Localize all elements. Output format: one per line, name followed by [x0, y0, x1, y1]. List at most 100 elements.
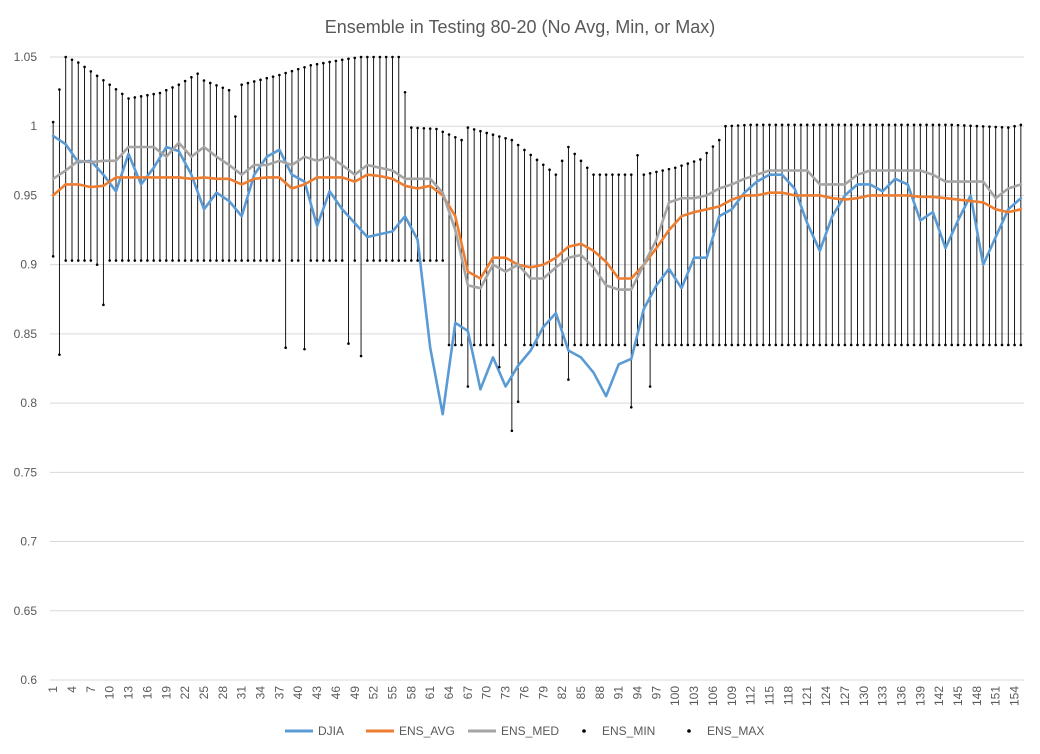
- min-marker: [177, 259, 181, 262]
- min-marker: [975, 343, 979, 347]
- min-marker: [1000, 343, 1004, 347]
- x-tick-label: 115: [763, 686, 777, 705]
- min-marker: [127, 259, 130, 262]
- legend: DJIA ENS_AVG ENS_MED ENS_MIN ENS_MAX: [285, 724, 764, 738]
- min-marker: [410, 259, 413, 262]
- x-tick-label: 127: [838, 686, 852, 706]
- max-marker: [648, 171, 652, 175]
- min-marker: [868, 343, 872, 347]
- max-marker: [510, 138, 514, 142]
- min-marker: [849, 343, 853, 347]
- max-marker: [944, 123, 947, 127]
- min-max-whiskers: [52, 57, 1022, 431]
- min-marker: [812, 343, 815, 347]
- max-marker: [372, 55, 375, 59]
- min-marker: [83, 259, 86, 262]
- max-marker: [963, 124, 966, 127]
- min-marker: [912, 343, 916, 347]
- x-tick-label: 82: [555, 686, 569, 700]
- max-marker: [234, 115, 237, 118]
- min-marker: [485, 343, 489, 347]
- max-marker: [322, 61, 325, 65]
- min-marker: [215, 259, 218, 262]
- legend-marker-ens-max: [687, 729, 691, 733]
- min-marker: [296, 259, 300, 262]
- legend-label-djia: DJIA: [318, 724, 344, 738]
- max-marker: [221, 86, 225, 90]
- min-marker: [1006, 343, 1010, 347]
- min-marker: [1013, 343, 1016, 347]
- min-marker: [171, 259, 174, 262]
- max-marker: [485, 131, 489, 135]
- min-marker: [353, 259, 357, 262]
- min-marker: [284, 346, 287, 350]
- max-marker: [334, 59, 338, 63]
- min-marker: [454, 343, 457, 347]
- max-marker: [64, 55, 68, 59]
- min-marker: [441, 259, 445, 262]
- max-marker: [598, 173, 602, 176]
- min-marker: [359, 354, 363, 358]
- max-marker: [749, 123, 752, 127]
- x-tick-label: 103: [687, 686, 701, 706]
- min-marker: [963, 343, 966, 347]
- min-marker: [585, 343, 589, 347]
- min-marker: [724, 343, 727, 347]
- max-marker: [931, 123, 935, 127]
- max-marker: [805, 123, 809, 127]
- min-marker: [717, 343, 721, 347]
- min-marker: [384, 259, 388, 262]
- max-marker: [837, 123, 840, 127]
- min-marker: [567, 378, 570, 381]
- chart-title: Ensemble in Testing 80-20 (No Avg, Min, …: [325, 17, 716, 37]
- max-marker: [504, 136, 507, 140]
- x-tick-label: 55: [385, 686, 399, 700]
- max-marker: [328, 60, 331, 64]
- y-tick-label: 0.6: [20, 673, 37, 687]
- max-marker: [227, 88, 231, 92]
- max-marker: [604, 173, 608, 176]
- max-marker: [1006, 126, 1010, 129]
- min-marker: [259, 259, 262, 262]
- max-marker: [912, 123, 916, 127]
- x-axis-ticks: 1 4 7 10 13 16 19 22 25 28 31 34 37 40 43 46 49 52 55 58 61 6…: [46, 686, 1021, 706]
- max-marker: [774, 123, 778, 127]
- min-marker: [76, 259, 80, 262]
- x-tick-label: 106: [706, 686, 720, 706]
- x-tick-label: 49: [348, 686, 362, 700]
- min-marker: [504, 343, 507, 347]
- max-marker: [215, 84, 218, 87]
- x-tick-label: 154: [1008, 686, 1022, 706]
- x-tick-label: 43: [310, 686, 324, 700]
- min-marker: [824, 343, 828, 347]
- max-marker: [925, 123, 928, 127]
- x-tick-label: 58: [404, 686, 418, 700]
- max-marker: [623, 173, 627, 176]
- y-tick-label: 0.95: [14, 188, 38, 202]
- min-marker: [529, 343, 533, 347]
- min-marker: [322, 259, 325, 262]
- min-marker: [221, 259, 225, 262]
- max-marker: [83, 65, 86, 69]
- max-marker: [384, 55, 388, 59]
- min-marker: [491, 343, 495, 347]
- max-marker: [906, 123, 910, 127]
- max-marker: [893, 123, 897, 127]
- max-marker: [278, 73, 281, 77]
- max-marker: [246, 81, 250, 85]
- max-marker: [1000, 125, 1004, 129]
- max-marker: [516, 143, 520, 147]
- max-marker: [887, 123, 891, 127]
- y-tick-label: 0.75: [14, 465, 38, 479]
- max-marker: [969, 124, 972, 128]
- min-marker: [994, 343, 998, 347]
- max-marker: [824, 123, 828, 127]
- min-marker: [397, 259, 401, 262]
- y-axis-ticks: 0.6 0.65 0.7 0.75 0.8 0.85 0.9 0.95 1 1.05: [14, 50, 38, 687]
- x-tick-label: 64: [442, 686, 456, 700]
- max-marker: [435, 127, 438, 131]
- max-marker: [617, 173, 620, 176]
- min-marker: [673, 343, 677, 347]
- x-tick-label: 130: [857, 686, 871, 706]
